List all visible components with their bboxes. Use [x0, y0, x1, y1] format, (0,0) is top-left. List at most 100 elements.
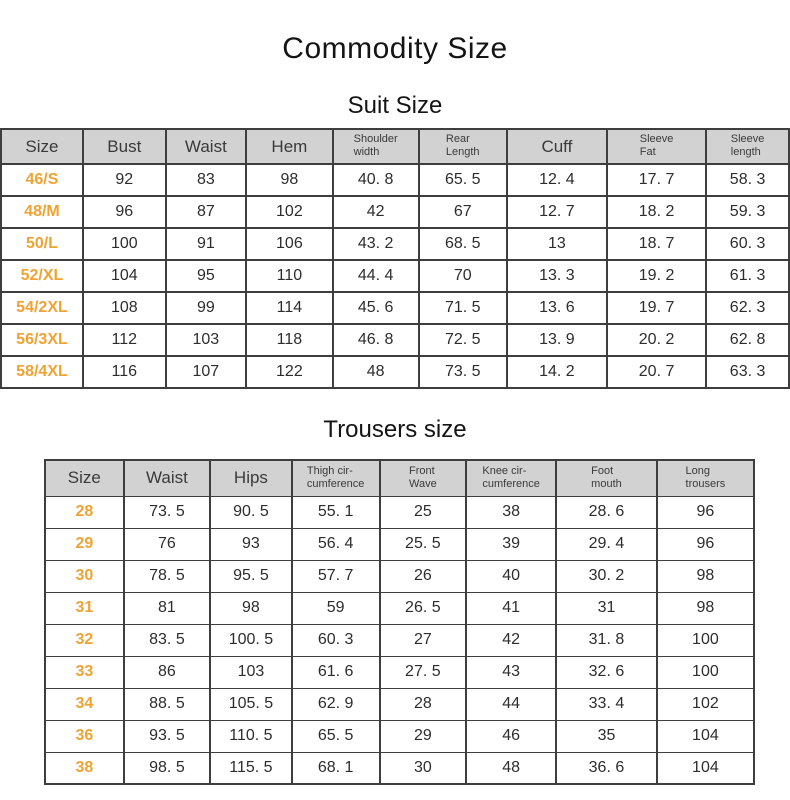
value-cell: 115. 5: [209, 751, 293, 785]
value-cell: 100: [655, 623, 756, 657]
value-cell: 93. 5: [122, 719, 212, 753]
column-header-rear-length: Rear Length: [417, 128, 508, 165]
suit-size-table: Size Bust Waist Hem Shoulder width Rear Length C…: [0, 128, 790, 389]
value-cell: 112: [81, 323, 167, 357]
value-cell: 43: [465, 655, 558, 689]
size-cell: 38: [44, 751, 125, 785]
column-header-hips: Hips: [209, 459, 293, 497]
value-cell: 19. 2: [605, 259, 708, 293]
value-cell: 63. 3: [705, 355, 790, 389]
value-cell: 40. 8: [331, 163, 420, 197]
value-cell: 27: [378, 623, 468, 657]
value-cell: 30. 2: [555, 559, 658, 593]
value-cell: 43. 2: [331, 227, 420, 261]
value-cell: 61. 6: [290, 655, 381, 689]
trousers-size-table: Size Waist Hips Thigh cir-cumference Front Wa…: [44, 459, 756, 785]
column-header-label: Foot mouth: [591, 465, 622, 490]
column-header-foot-mouth: Foot mouth: [555, 459, 658, 497]
table-row: 34 88. 5 105. 5 62. 9 28 44 33. 4 102: [44, 687, 756, 721]
table-row: 29 76 93 56. 4 25. 5 39 29. 4 96: [44, 527, 756, 561]
size-cell: 28: [44, 495, 125, 529]
value-cell: 96: [655, 495, 756, 529]
value-cell: 102: [245, 195, 334, 229]
trousers-size-section: Trousers size Size Waist Hips Thigh cir-cum…: [0, 389, 790, 785]
value-cell: 106: [245, 227, 334, 261]
value-cell: 62. 8: [705, 323, 790, 357]
value-cell: 55. 1: [290, 495, 381, 529]
column-header-waist: Waist: [164, 128, 248, 165]
value-cell: 104: [655, 751, 756, 785]
value-cell: 78. 5: [122, 559, 212, 593]
trousers-size-title: Trousers size: [323, 416, 467, 443]
column-header-sleeve-length: Sleeve length: [705, 128, 790, 165]
value-cell: 39: [465, 527, 558, 561]
value-cell: 44. 4: [331, 259, 420, 293]
value-cell: 30: [378, 751, 468, 785]
table-row: 28 73. 5 90. 5 55. 1 25 38 28. 6 96: [44, 495, 756, 529]
value-cell: 100: [655, 655, 756, 689]
value-cell: 20. 2: [605, 323, 708, 357]
value-cell: 70: [417, 259, 508, 293]
column-header-cuff: Cuff: [505, 128, 608, 165]
suit-size-title: Suit Size: [347, 92, 443, 119]
column-header-hem: Hem: [245, 128, 334, 165]
value-cell: 13. 3: [505, 259, 608, 293]
table-row: 31 81 98 59 26. 5 41 31 98: [44, 591, 756, 625]
value-cell: 45. 6: [331, 291, 420, 325]
size-cell: 31: [44, 591, 125, 625]
size-cell: 54/2XL: [0, 291, 84, 325]
value-cell: 98: [655, 591, 756, 625]
value-cell: 87: [164, 195, 248, 229]
value-cell: 96: [81, 195, 167, 229]
column-header-long-trousers: Long trousers: [655, 459, 756, 497]
value-cell: 83: [164, 163, 248, 197]
table-row: 48/M 96 87 102 42 67 12. 7 18. 2 59. 3: [0, 195, 790, 229]
column-header-size: Size: [0, 128, 84, 165]
column-header-knee-circumference: Knee cir-cumference: [465, 459, 558, 497]
value-cell: 12. 4: [505, 163, 608, 197]
table-row: 36 93. 5 110. 5 65. 5 29 46 35 104: [44, 719, 756, 753]
value-cell: 73. 5: [122, 495, 212, 529]
table-row: 33 86 103 61. 6 27. 5 43 32. 6 100: [44, 655, 756, 689]
value-cell: 104: [81, 259, 167, 293]
table-row: 38 98. 5 115. 5 68. 1 30 48 36. 6 104: [44, 751, 756, 785]
suit-size-section: Suit Size Size Bust Waist Hem Shoulder width R…: [0, 66, 790, 389]
value-cell: 42: [465, 623, 558, 657]
size-cell: 32: [44, 623, 125, 657]
value-cell: 25: [378, 495, 468, 529]
value-cell: 26: [378, 559, 468, 593]
column-header-label: Sleeve length: [730, 133, 765, 158]
size-cell: 58/4XL: [0, 355, 84, 389]
value-cell: 20. 7: [605, 355, 708, 389]
table-row: 52/XL 104 95 110 44. 4 70 13. 3 19. 2 61. 3: [0, 259, 790, 293]
column-header-label: Sleeve Fat: [639, 133, 674, 158]
value-cell: 32. 6: [555, 655, 658, 689]
value-cell: 114: [245, 291, 334, 325]
value-cell: 81: [122, 591, 212, 625]
value-cell: 18. 7: [605, 227, 708, 261]
table-row: 30 78. 5 95. 5 57. 7 26 40 30. 2 98: [44, 559, 756, 593]
value-cell: 14. 2: [505, 355, 608, 389]
value-cell: 18. 2: [605, 195, 708, 229]
value-cell: 68. 5: [417, 227, 508, 261]
value-cell: 110. 5: [209, 719, 293, 753]
size-cell: 50/L: [0, 227, 84, 261]
column-header-label: Front Wave: [408, 465, 437, 490]
value-cell: 71. 5: [417, 291, 508, 325]
column-header-sleeve-fat: Sleeve Fat: [605, 128, 708, 165]
column-header-waist: Waist: [122, 459, 212, 497]
value-cell: 95: [164, 259, 248, 293]
value-cell: 107: [164, 355, 248, 389]
size-cell: 52/XL: [0, 259, 84, 293]
value-cell: 27. 5: [378, 655, 468, 689]
page-title: Commodity Size: [282, 32, 508, 65]
table-row: 54/2XL 108 99 114 45. 6 71. 5 13. 6 19. 7 62. 3: [0, 291, 790, 325]
value-cell: 42: [331, 195, 420, 229]
size-cell: 56/3XL: [0, 323, 84, 357]
column-header-label: Long trousers: [685, 465, 726, 490]
value-cell: 98: [655, 559, 756, 593]
value-cell: 13. 6: [505, 291, 608, 325]
size-cell: 33: [44, 655, 125, 689]
value-cell: 28. 6: [555, 495, 658, 529]
